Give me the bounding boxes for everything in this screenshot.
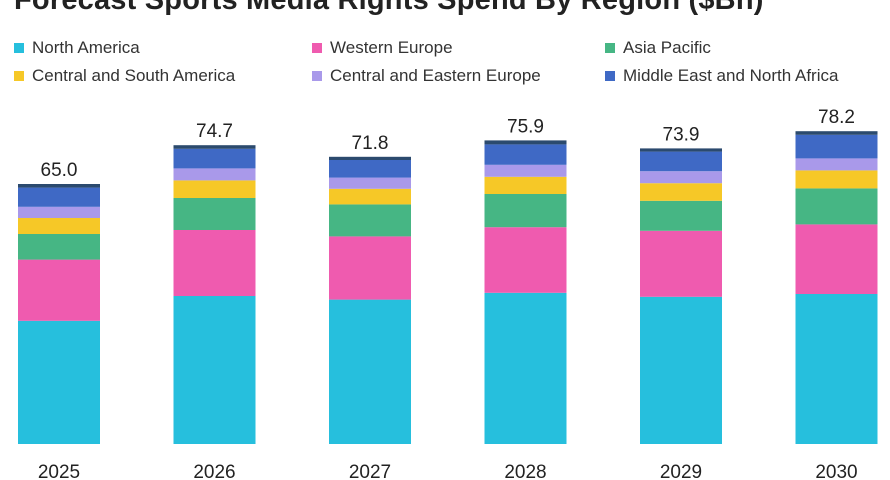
bars-group [18, 131, 878, 444]
total-label-2029: 73.9 [663, 124, 700, 145]
legend-swatch [605, 71, 615, 81]
legend-item-north-america: North America [14, 36, 140, 60]
chart-legend: North America Western Europe Asia Pacifi… [14, 36, 884, 92]
x-tick-label-2027: 2027 [349, 462, 391, 480]
bar-segment-other-2028 [484, 140, 567, 145]
legend-item-middle-east-north-africa: Middle East and North Africa [605, 64, 838, 88]
bar-segment-middle-east-and-north-africa-2025 [18, 187, 100, 207]
legend-label: Asia Pacific [623, 38, 711, 57]
bar-segment-middle-east-and-north-africa-2028 [484, 144, 567, 165]
legend-swatch [14, 71, 24, 81]
bar-segment-central-and-eastern-europe-2027 [329, 177, 411, 189]
x-tick-label-2030: 2030 [815, 462, 857, 480]
bar-segment-central-and-eastern-europe-2028 [484, 164, 567, 177]
bar-segment-north-america-2025 [18, 320, 100, 444]
bar-segment-north-america-2027 [329, 299, 411, 444]
bar-segment-asia-pacific-2027 [329, 204, 411, 237]
bar-segment-central-and-south-america-2029 [640, 183, 722, 201]
bar-segment-middle-east-and-north-africa-2030 [795, 134, 878, 159]
bar-segment-western-europe-2029 [640, 230, 722, 297]
legend-swatch [605, 43, 615, 53]
legend-label: Western Europe [330, 38, 453, 57]
bar-segment-middle-east-and-north-africa-2029 [640, 151, 722, 172]
total-label-2025: 65.0 [41, 160, 78, 181]
legend-swatch [312, 43, 322, 53]
bar-segment-asia-pacific-2030 [795, 188, 878, 225]
legend-swatch [312, 71, 322, 81]
legend-label: Middle East and North Africa [623, 66, 839, 85]
bar-segment-western-europe-2027 [329, 236, 411, 300]
bar-segment-asia-pacific-2025 [18, 234, 100, 260]
bar-segment-western-europe-2025 [18, 259, 100, 321]
bar-segment-north-america-2028 [484, 292, 567, 444]
bar-segment-asia-pacific-2028 [484, 194, 567, 228]
bar-segment-central-and-south-america-2027 [329, 188, 411, 205]
bar-segment-north-america-2030 [795, 294, 878, 444]
bar-segment-asia-pacific-2029 [640, 200, 722, 231]
bar-segment-other-2027 [329, 156, 411, 160]
x-tick-label-2028: 2028 [504, 462, 546, 480]
bar-segment-middle-east-and-north-africa-2027 [329, 160, 411, 178]
total-label-2030: 78.2 [818, 107, 855, 128]
total-label-2026: 74.7 [196, 121, 233, 142]
bar-segment-western-europe-2026 [173, 230, 256, 296]
x-tick-label-2025: 2025 [38, 462, 80, 480]
total-label-2028: 75.9 [507, 116, 544, 137]
legend-item-central-eastern-europe: Central and Eastern Europe [312, 64, 541, 88]
x-tick-label-2026: 2026 [193, 462, 235, 480]
bar-segment-central-and-eastern-europe-2025 [18, 206, 100, 218]
bar-segment-other-2029 [640, 148, 722, 152]
legend-item-western-europe: Western Europe [312, 36, 453, 60]
bar-segment-western-europe-2030 [795, 224, 878, 294]
bar-segment-western-europe-2028 [484, 227, 567, 293]
bar-segment-central-and-south-america-2028 [484, 176, 567, 194]
labels-group: 65.0 2025 74.7 2026 71.8 2027 75.9 2028 73.9 2029… [38, 107, 858, 480]
bar-segment-central-and-south-america-2025 [18, 218, 100, 234]
bar-segment-north-america-2026 [173, 296, 256, 444]
bar-segment-central-and-south-america-2030 [795, 170, 878, 189]
bar-segment-other-2026 [173, 145, 256, 149]
bar-segment-central-and-eastern-europe-2029 [640, 171, 722, 184]
bar-segment-north-america-2029 [640, 296, 722, 444]
chart-title: Forecast Sports Media Rights Spend By Re… [14, 0, 764, 16]
legend-label: Central and Eastern Europe [330, 66, 541, 85]
legend-item-central-south-america: Central and South America [14, 64, 235, 88]
bar-segment-central-and-eastern-europe-2030 [795, 158, 878, 171]
legend-label: Central and South America [32, 66, 236, 85]
total-label-2027: 71.8 [352, 133, 389, 154]
bar-segment-central-and-south-america-2026 [173, 180, 256, 198]
legend-label: North America [32, 38, 140, 57]
legend-item-asia-pacific: Asia Pacific [605, 36, 711, 60]
x-tick-label-2029: 2029 [660, 462, 702, 480]
bar-segment-asia-pacific-2026 [173, 198, 256, 230]
bar-segment-central-and-eastern-europe-2026 [173, 168, 256, 181]
bar-segment-other-2030 [795, 131, 878, 135]
legend-swatch [14, 43, 24, 53]
bar-segment-other-2025 [18, 184, 100, 188]
bar-segment-middle-east-and-north-africa-2026 [173, 148, 256, 169]
